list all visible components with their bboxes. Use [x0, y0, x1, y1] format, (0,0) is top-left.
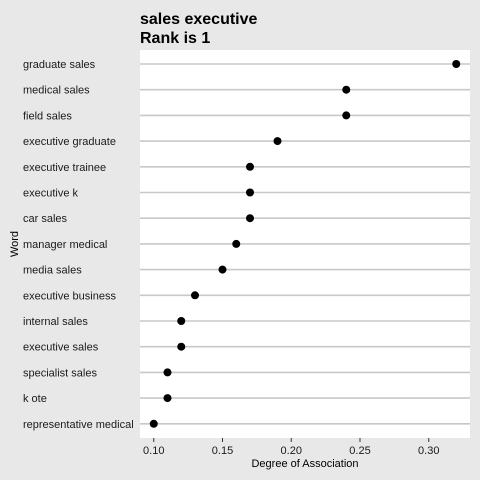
x-tick-label: 0.25: [349, 445, 370, 457]
data-point: [342, 85, 351, 94]
y-tick-label: car sales: [23, 213, 68, 225]
x-axis-label: Degree of Association: [251, 458, 358, 470]
y-tick-label: executive graduate: [23, 136, 116, 148]
data-points: [149, 60, 461, 428]
data-point: [163, 394, 172, 403]
data-point: [246, 162, 254, 171]
data-point: [218, 265, 227, 274]
y-tick-label: representative medical: [23, 419, 134, 431]
y-tick-label: graduate sales: [23, 59, 96, 71]
y-tick-label: k ote: [23, 393, 47, 405]
data-point: [191, 291, 199, 300]
data-point: [273, 137, 282, 146]
y-tick-label: manager medical: [23, 239, 107, 251]
y-tick-label: internal sales: [23, 316, 88, 328]
x-tick-label: 0.10: [143, 445, 164, 457]
grid-lines: [140, 63, 470, 425]
data-point: [246, 188, 254, 197]
y-tick-label: executive sales: [23, 342, 99, 354]
chart-subtitle: Rank is 1: [140, 30, 210, 47]
x-tick-label: 0.30: [418, 445, 439, 457]
data-point: [232, 239, 241, 248]
data-point: [163, 368, 172, 377]
data-point: [342, 111, 351, 120]
data-point: [149, 419, 158, 428]
data-point: [452, 60, 461, 68]
x-tick-label: 0.20: [281, 445, 302, 457]
y-tick-label: field sales: [23, 110, 72, 122]
y-tick-label: executive k: [23, 188, 79, 200]
data-point: [177, 342, 186, 351]
y-axis-label: Word: [9, 231, 21, 257]
chart-title: sales executive: [140, 11, 258, 28]
y-tick-label: executive business: [23, 290, 116, 302]
x-tick-label: 0.15: [212, 445, 233, 457]
y-tick-labels: graduate sales medical sales field sales ex…: [23, 59, 134, 431]
data-point: [246, 214, 254, 223]
data-point: [177, 317, 186, 325]
y-tick-label: media sales: [23, 265, 82, 277]
y-tick-label: specialist sales: [23, 367, 97, 379]
x-axis: 0.10 0.15 0.20 0.25 0.30: [143, 438, 439, 457]
y-tick-label: medical sales: [23, 85, 90, 97]
y-tick-label: executive trainee: [23, 162, 106, 174]
